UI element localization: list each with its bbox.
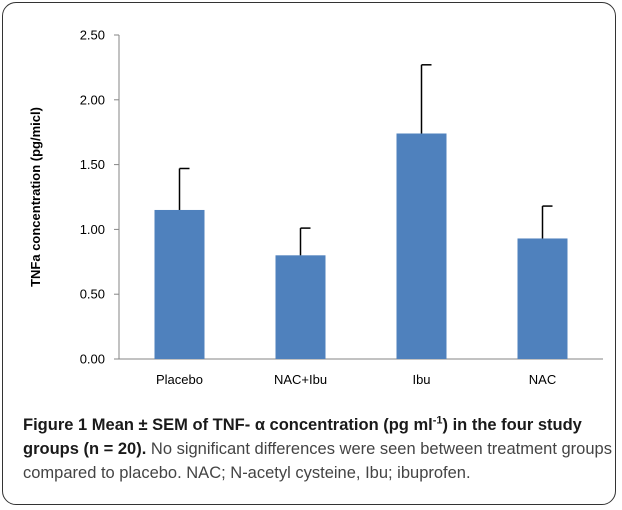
figure-frame: Placebo NAC+Ibu Ibu NAC 0.00 0.50 1.00 1.50 2.0… — [2, 2, 616, 505]
figure-title-part2: ) in the four study groups (n = 20). — [23, 416, 582, 458]
figure-caption-body: No significant differences were seen bet… — [23, 440, 612, 482]
bar-chart: Placebo NAC+Ibu Ibu NAC 0.00 0.50 1.00 1.50 2.0… — [28, 28, 603, 387]
y-axis-label: TNFa concentration (pg/micl) — [28, 107, 43, 287]
x-tick-label: Ibu — [412, 372, 430, 387]
y-tick-label: 0.50 — [80, 287, 105, 302]
bar — [396, 133, 447, 359]
figure-title-part1: Mean ± SEM of TNF- α concentration (pg m… — [87, 416, 433, 434]
y-tick-label: 2.00 — [80, 92, 105, 107]
y-tick-label: 0.00 — [80, 352, 105, 367]
bar — [517, 238, 568, 359]
figure-title-superscript: -1 — [432, 414, 443, 427]
x-tick-label: Placebo — [156, 372, 203, 387]
x-tick-label: NAC — [529, 372, 556, 387]
bar — [154, 209, 205, 359]
x-tick-labels: Placebo NAC+Ibu Ibu NAC — [156, 372, 556, 387]
chart-error-bars — [178, 64, 553, 256]
figure-label: Figure 1 — [23, 416, 88, 434]
y-tick-label: 2.50 — [80, 28, 105, 43]
bar — [275, 255, 326, 359]
y-tick-label: 1.50 — [80, 157, 105, 172]
figure-caption: Figure 1 Mean ± SEM of TNF- α concentrat… — [23, 413, 613, 485]
chart-bars — [154, 133, 568, 359]
y-tick-label: 1.00 — [80, 222, 105, 237]
x-tick-label: NAC+Ibu — [274, 372, 327, 387]
y-tick-labels: 0.00 0.50 1.00 1.50 2.00 2.50 — [80, 28, 105, 367]
